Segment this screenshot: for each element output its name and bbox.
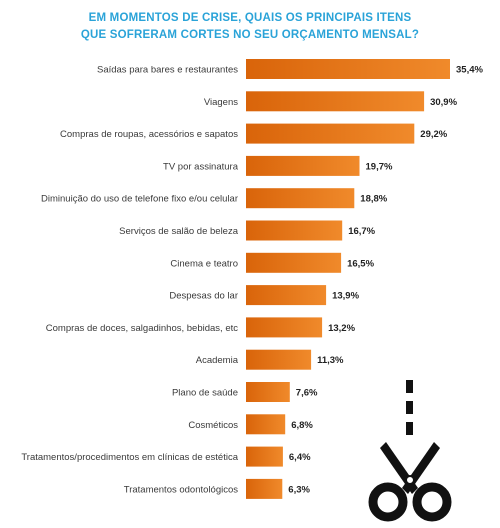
bar-row: Compras de roupas, acessórios e sapatos 2… xyxy=(60,123,448,144)
chart-title: EM MOMENTOS DE CRISE, QUAIS OS PRINCIPAI… xyxy=(0,10,500,44)
value-label: 16,5% xyxy=(347,258,374,269)
bar xyxy=(246,414,286,435)
category-label: Compras de roupas, acessórios e sapatos xyxy=(60,129,238,140)
category-label: Saídas para bares e restaurantes xyxy=(97,65,238,76)
value-label: 7,6% xyxy=(296,388,318,399)
value-label: 11,3% xyxy=(317,355,344,366)
bar-row: Diminuição do uso de telefone fixo e/ou … xyxy=(41,188,388,209)
bar-row: Cosméticos 6,8% xyxy=(188,414,313,435)
category-label: Diminuição do uso de telefone fixo e/ou … xyxy=(41,194,238,205)
category-label: Academia xyxy=(196,355,239,366)
bar xyxy=(246,155,360,176)
category-label: Tratamentos/procedimentos em clínicas de… xyxy=(21,452,238,463)
value-label: 13,2% xyxy=(328,323,355,334)
bar xyxy=(246,446,283,467)
bar xyxy=(246,317,323,338)
bar-row: Saídas para bares e restaurantes 35,4% xyxy=(97,59,483,79)
bar xyxy=(246,382,290,402)
bar xyxy=(246,220,343,241)
category-label: Tratamentos odontológicos xyxy=(124,484,238,495)
category-label: Serviços de salão de beleza xyxy=(119,226,239,237)
category-label: Viagens xyxy=(204,97,238,108)
bar-row: Viagens 30,9% xyxy=(204,91,458,112)
bar-row: Tratamentos odontológicos 6,3% xyxy=(124,478,311,499)
category-label: Despesas do lar xyxy=(169,291,238,302)
bars-group: Saídas para bares e restaurantes 35,4% Via… xyxy=(21,59,483,499)
category-label: TV por assinatura xyxy=(163,161,239,172)
bar xyxy=(246,349,312,370)
value-label: 6,4% xyxy=(289,452,311,463)
category-label: Compras de doces, salgadinhos, bebidas, … xyxy=(46,323,238,334)
bar xyxy=(246,285,327,306)
category-label: Plano de saúde xyxy=(172,388,238,399)
value-label: 13,9% xyxy=(332,291,359,302)
bar xyxy=(246,59,450,79)
bar-row: Academia 11,3% xyxy=(196,349,344,370)
bar-row: TV por assinatura 19,7% xyxy=(163,155,393,176)
bar-row: Serviços de salão de beleza 16,7% xyxy=(119,220,376,241)
value-label: 29,2% xyxy=(420,129,447,140)
bar xyxy=(246,252,342,273)
bar-row: Cinema e teatro 16,5% xyxy=(170,252,375,273)
value-label: 16,7% xyxy=(348,226,375,237)
value-label: 35,4% xyxy=(456,65,483,76)
bar-row: Compras de doces, salgadinhos, bebidas, … xyxy=(46,317,356,338)
bar xyxy=(246,123,415,144)
bar xyxy=(246,188,355,209)
bar xyxy=(246,91,425,112)
category-label: Cinema e teatro xyxy=(170,258,238,269)
value-label: 6,3% xyxy=(288,484,310,495)
chart-title-line-2: QUE SOFRERAM CORTES NO SEU ORÇAMENTO MEN… xyxy=(80,29,420,41)
bar-row: Tratamentos/procedimentos em clínicas de… xyxy=(21,446,311,467)
bar xyxy=(246,478,283,499)
scissors-icon xyxy=(360,378,460,523)
value-label: 18,8% xyxy=(360,194,387,205)
bar-row: Plano de saúde 7,6% xyxy=(172,382,318,402)
chart-title-line-1: EM MOMENTOS DE CRISE, QUAIS OS PRINCIPAI… xyxy=(88,12,412,24)
value-label: 30,9% xyxy=(430,97,457,108)
category-label: Cosméticos xyxy=(188,420,238,431)
bar-row: Despesas do lar 13,9% xyxy=(169,285,360,306)
value-label: 6,8% xyxy=(291,420,313,431)
value-label: 19,7% xyxy=(366,161,393,172)
